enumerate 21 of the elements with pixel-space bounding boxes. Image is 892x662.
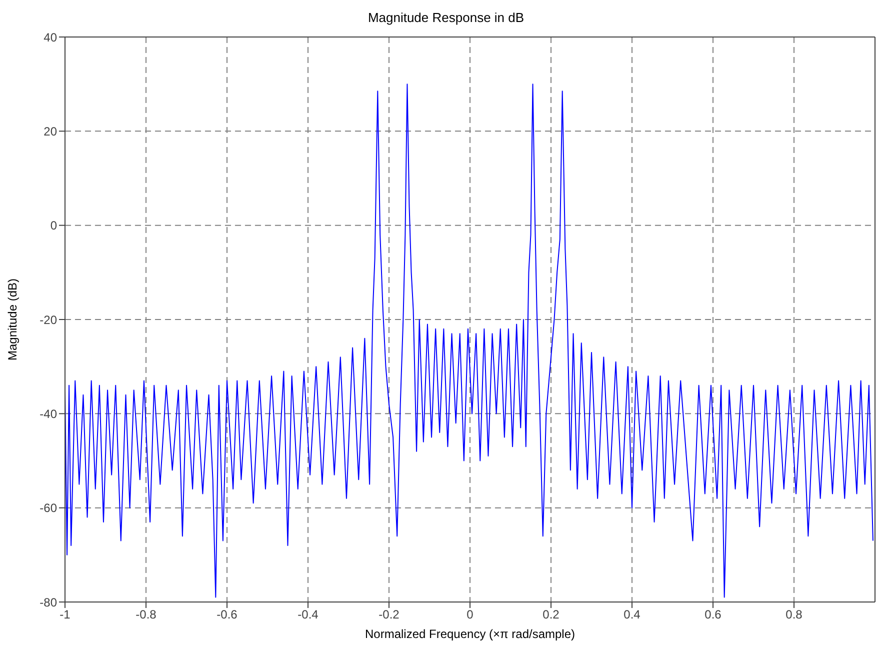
x-tick-label: -0.2 [378, 608, 400, 622]
x-axis-title: Normalized Frequency (×π rad/sample) [364, 627, 576, 641]
y-tick-label: 20 [44, 124, 58, 138]
x-tick-label: 0.6 [704, 608, 722, 622]
y-tick-label: -80 [40, 595, 58, 610]
x-tick-label: 0.8 [786, 608, 803, 622]
chart-title: Magnitude Response in dB [366, 10, 526, 25]
y-tick-label: 0 [50, 218, 58, 233]
y-tick-label: 40 [44, 30, 58, 44]
x-tick-label: 0.2 [542, 608, 560, 622]
line-series [65, 84, 874, 598]
x-tick-label: -1 [60, 608, 71, 622]
x-tick-label: -0.6 [216, 608, 238, 622]
y-tick-label: -20 [40, 312, 58, 327]
y-tick-label: -40 [40, 406, 58, 421]
x-tick-label: 0 [466, 608, 474, 622]
x-tick-label: -0.8 [136, 608, 157, 622]
y-axis-title: Magnitude (dB) [5, 278, 20, 361]
x-tick-label: 0.4 [624, 608, 641, 622]
y-tick-label: -60 [40, 501, 58, 516]
x-tick-label: -0.4 [298, 608, 319, 622]
